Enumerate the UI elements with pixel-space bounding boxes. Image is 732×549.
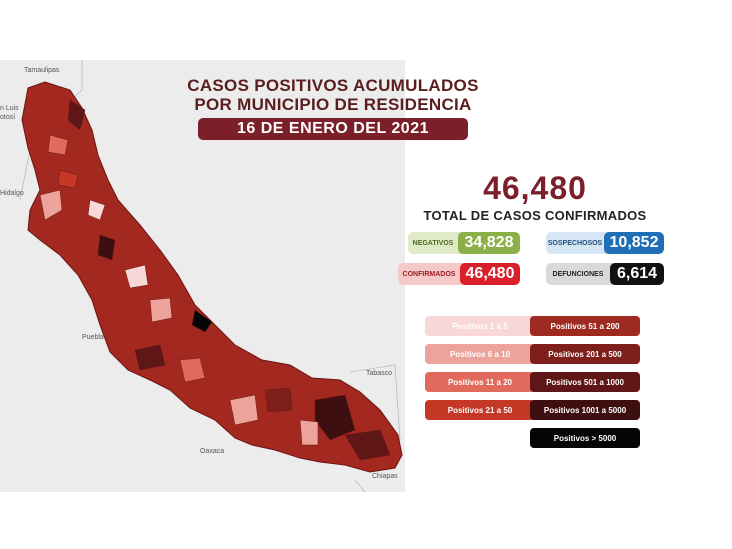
legend-item-51-200: Positivos 51 a 200 [530,316,640,336]
tamaulipas-label: Tamaulipas [24,67,60,74]
legend-item-201-500: Positivos 201 a 500 [530,344,640,364]
title-line-1: CASOS POSITIVOS ACUMULADOS [187,76,479,95]
sospechosos-value: 10,852 [604,232,664,254]
confirmados-value: 46,480 [460,263,520,285]
defunciones-label: DEFUNCIONES [552,270,604,278]
title-line-2: POR MUNICIPIO DE RESIDENCIA [194,95,472,114]
header-title-block: CASOS POSITIVOS ACUMULADOS POR MUNICIPIO… [178,76,488,140]
legend-item-over-5000: Positivos > 5000 [530,428,640,448]
negativos-value: 34,828 [458,232,520,254]
total-cases-label: TOTAL DE CASOS CONFIRMADOS [423,208,647,223]
municipality-patch [67,99,86,131]
municipality-patch [264,387,293,413]
legend-item-1001-5000: Positivos 1001 a 5000 [530,400,640,420]
municipality-patch [229,394,259,426]
negativos-label: NEGATIVOS [412,239,454,247]
municipality-patch [314,394,356,441]
municipality-patch [149,297,173,323]
date-banner: 16 DE ENERO DEL 2021 [198,118,468,140]
municipality-patch [299,419,319,446]
legend-item-6-10: Positivos 6 a 10 [425,344,535,364]
municipality-patch [191,309,213,333]
legend-item-501-1000: Positivos 501 a 1000 [530,372,640,392]
total-cases-value: 46,480 [483,170,587,206]
state-border-line [349,364,401,441]
san-luis-label: n Luis [0,105,19,112]
municipality-patch [344,429,391,461]
legend-item-21-50: Positivos 21 a 50 [425,400,535,420]
sospechosos-stat: SOSPECHOSOS 10,852 [546,232,664,254]
municipality-patch [179,357,206,383]
defunciones-stat: DEFUNCIONES 6,614 [546,263,664,285]
puebla-label: Puebla [82,334,104,341]
confirmados-label: CONFIRMADOS [402,270,456,278]
municipality-patch [39,189,63,221]
municipality-patch [124,264,149,289]
legend-item-11-20: Positivos 11 a 20 [425,372,535,392]
legend-item-1-5: Positivos 1 a 5 [425,316,535,336]
municipality-patch [87,199,106,221]
municipality-patch [134,344,166,371]
confirmados-stat: CONFIRMADOS 46,480 [398,263,520,285]
veracruz-municipality-map [19,60,403,492]
hidalgo-label: Hidalgo [0,190,24,197]
municipality-patch [47,134,69,156]
oaxaca-label: Oaxaca [200,448,225,455]
tabasco-label: Tabasco [366,370,393,377]
potosi-label: otosí [0,114,16,121]
state-border-line [354,479,366,492]
sospechosos-label: SOSPECHOSOS [547,239,603,247]
negativos-stat: NEGATIVOS 34,828 [408,232,520,254]
defunciones-value: 6,614 [610,263,664,285]
chiapas-label: Chiapas [372,473,398,480]
municipality-patch [97,234,116,261]
municipality-patch [57,169,79,189]
